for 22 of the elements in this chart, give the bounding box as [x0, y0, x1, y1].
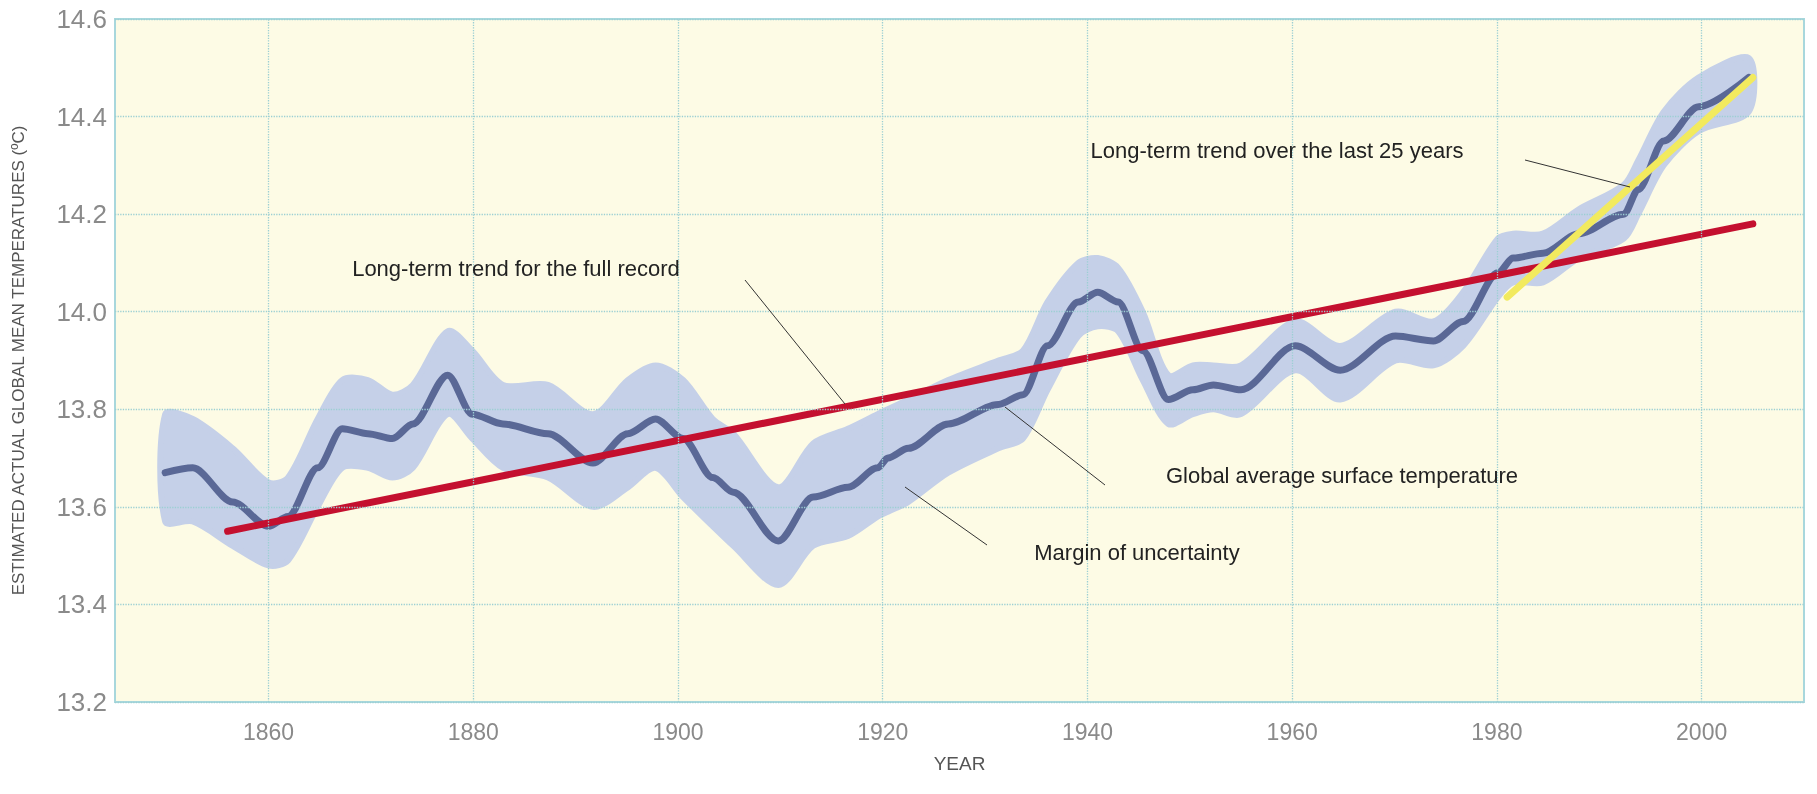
x-tick-label: 1880: [447, 718, 499, 745]
y-tick-label: 13.4: [56, 589, 107, 620]
y-tick-label: 13.8: [56, 394, 107, 425]
y-tick-label: 14.4: [56, 101, 107, 132]
x-tick-label: 1960: [1266, 718, 1318, 745]
y-tick-label: 13.6: [56, 491, 107, 522]
x-tick-label: 1920: [857, 718, 909, 745]
x-tick-label: 1860: [242, 718, 295, 745]
y-tick-label: 14.0: [56, 296, 107, 327]
annotation: Global average surface temperature: [1165, 462, 1519, 488]
x-tick-label: 1940: [1061, 718, 1114, 745]
x-tick-label: 1900: [652, 718, 704, 745]
y-tick-label: 14.2: [56, 199, 107, 230]
x-tick-label: 2000: [1676, 718, 1728, 745]
y-axis-title: ESTIMATED ACTUAL GLOBAL MEAN TEMPERATURES (ºC): [9, 125, 28, 596]
y-tick-label: 13.2: [56, 687, 107, 717]
annotation: Long-term trend for the full record: [352, 255, 680, 281]
x-tick-label: 1980: [1471, 718, 1523, 745]
annotation: Long-term trend over the last 25 years: [1090, 137, 1464, 163]
y-tick-label: 14.6: [56, 4, 107, 34]
x-axis-title: YEAR: [933, 753, 986, 774]
annotation: Margin of uncertainty: [1034, 539, 1240, 565]
